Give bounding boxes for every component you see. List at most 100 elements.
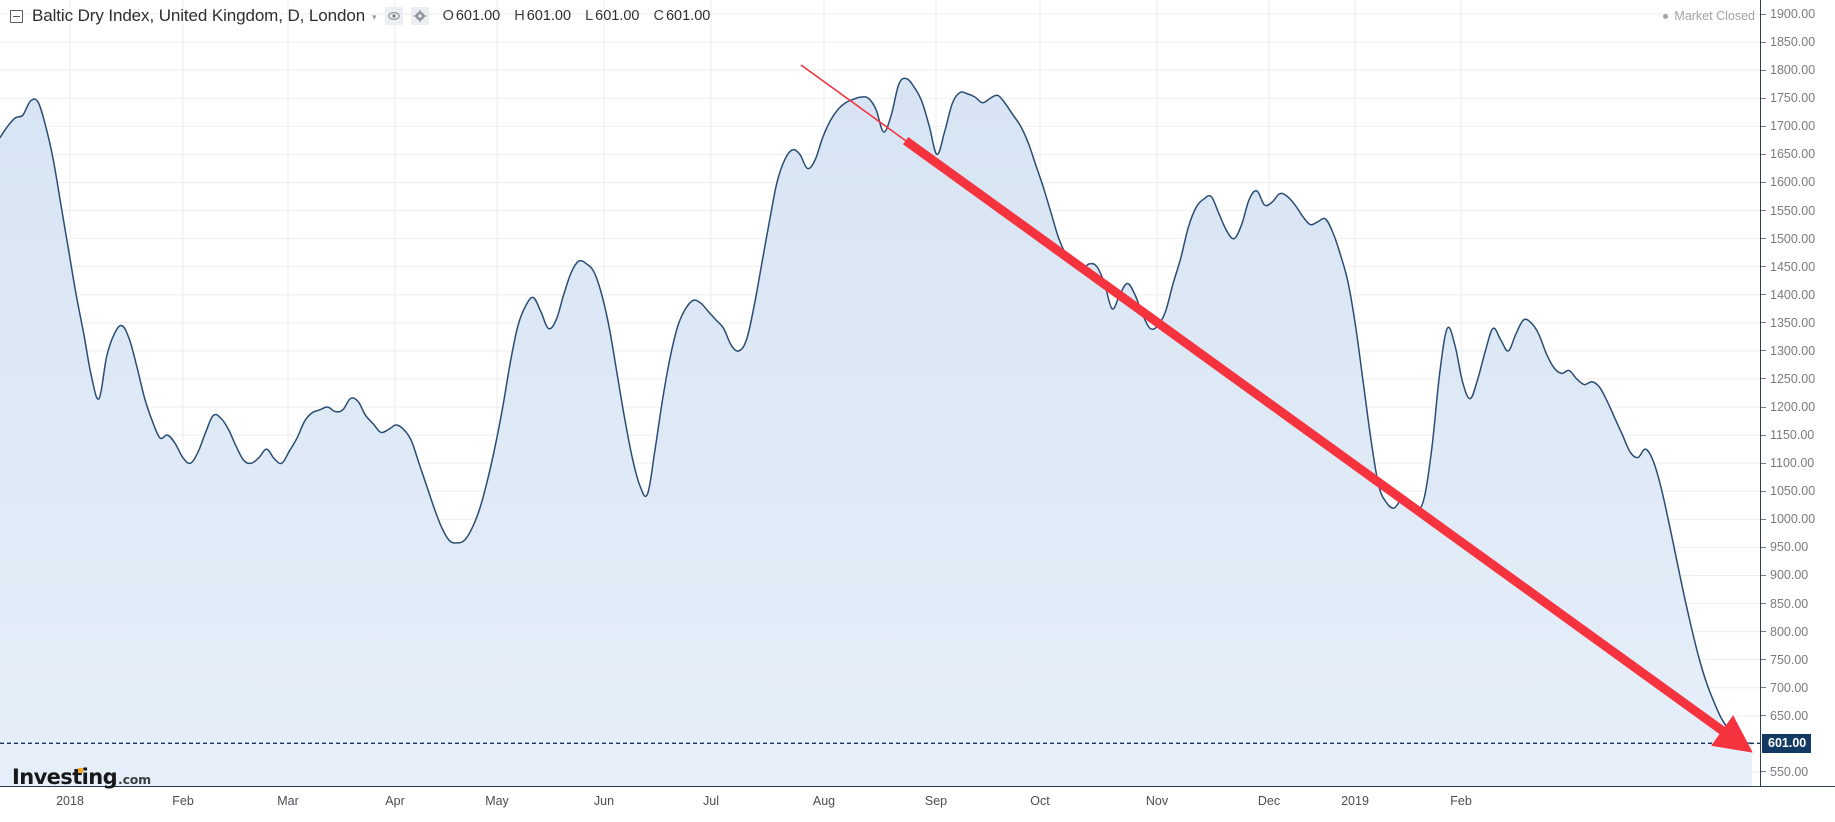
trendline-thin-segment [800,64,907,142]
price-axis-tick-label: 650.00 [1770,708,1809,723]
tick-dash [1761,125,1766,127]
ohlc-value: 601.00 [526,8,572,24]
ohlc-label: O [442,8,454,24]
ohlc-label: C [653,8,664,24]
price-axis-tick-label: 1200.00 [1770,400,1816,415]
time-axis-tick-label: Jun [593,794,615,808]
price-axis-tick: 1400.00 [1761,288,1815,302]
tick-dash [1761,181,1766,183]
tick-dash [1761,378,1766,380]
time-axis-tick-label: Feb [1450,794,1472,808]
price-axis-tick-label: 850.00 [1770,596,1809,611]
price-axis-tick-label: 1450.00 [1770,259,1816,274]
tick-dash [1761,518,1766,520]
tick-dash [1761,238,1766,240]
tick-dash [1761,266,1766,268]
tick-dash [1761,462,1766,464]
tick-dash [1761,687,1766,689]
time-axis-tick-label: 2018 [56,794,84,808]
price-axis-tick: 800.00 [1761,625,1808,639]
price-axis-tick: 1700.00 [1761,119,1815,133]
collapse-icon[interactable] [10,9,23,23]
price-axis-tick-label: 1600.00 [1770,175,1816,190]
price-axis-tick: 1900.00 [1761,7,1815,21]
price-axis-tick-label: 1000.00 [1770,512,1816,527]
price-axis-tick: 550.00 [1761,765,1808,779]
price-axis-tick: 1200.00 [1761,400,1815,414]
ohlc-l: L 601.00 [585,8,639,24]
ohlc-value: 601.00 [665,8,711,24]
tick-dash [1761,69,1766,71]
tick-dash [1761,490,1766,492]
ohlc-h: H 601.00 [514,8,571,24]
current-price-badge[interactable]: 601.00 [1762,733,1812,753]
chart-header: Baltic Dry Index, United Kingdom, D, Lon… [0,0,1835,32]
chevron-down-icon[interactable]: ▾ [372,11,377,22]
price-axis-tick-label: 1900.00 [1770,7,1816,22]
tick-dash [1761,434,1766,436]
symbol-title: Baltic Dry Index, United Kingdom, D, Lon… [32,6,366,25]
price-chart-svg [0,0,1760,786]
ohlc-c: C 601.00 [654,8,711,24]
tick-dash [1761,350,1766,352]
price-axis-tick: 1600.00 [1761,175,1815,189]
price-axis-tick: 650.00 [1761,709,1808,723]
price-axis-tick-label: 1250.00 [1770,371,1816,386]
price-axis-tick: 1750.00 [1761,91,1815,105]
ohlc-label: L [585,8,594,24]
price-axis-tick-label: 1100.00 [1770,456,1815,471]
time-axis-tick-label: Oct [1030,794,1050,808]
ohlc-value: 601.00 [455,8,501,24]
price-axis-tick: 750.00 [1761,653,1808,667]
ohlc-label: H [514,8,525,24]
price-axis-tick: 900.00 [1761,568,1808,582]
investing-com-logo: Investing .com [12,767,151,788]
price-axis-tick-label: 750.00 [1770,652,1809,667]
price-axis-tick: 1500.00 [1761,232,1815,246]
tick-dash [1761,631,1766,633]
tick-dash [1761,13,1766,15]
price-axis-tick-label: 1500.00 [1770,231,1816,246]
price-axis-tick-label: 1550.00 [1770,203,1816,218]
time-axis-tick-label: Sep [924,794,948,808]
logo-suffix: .com [118,772,151,787]
price-line [0,77,1753,745]
price-axis-tick-label: 700.00 [1770,680,1809,695]
tick-dash [1761,294,1766,296]
time-axis-tick-label: Nov [1145,794,1169,808]
chart-plot-area[interactable] [0,0,1760,786]
price-axis-tick: 700.00 [1761,681,1808,695]
tick-dash [1761,659,1766,661]
time-axis[interactable]: 2018 Feb Mar Apr May Jun Jul Aug Sep Oct Nov Dec 201… [0,786,1835,822]
tick-dash [1761,41,1766,43]
price-axis-tick: 1800.00 [1761,63,1815,77]
downtrend-arrow[interactable] [902,136,1753,753]
ohlc-values: O 601.00 H 601.00 L 601.00 C 601.00 [443,8,725,24]
price-axis-tick-label: 1350.00 [1770,315,1816,330]
time-axis-tick-label: Apr [385,794,405,808]
price-axis-tick-label: 1650.00 [1770,147,1816,162]
price-axis[interactable]: 1900.00 1850.00 1800.00 1750.00 1700.00 1650.… [1760,0,1835,786]
price-axis-tick: 1100.00 [1761,456,1814,470]
time-axis-tick-label: Dec [1257,794,1281,808]
price-axis-tick-label: 1750.00 [1770,91,1816,106]
price-axis-tick: 1150.00 [1761,428,1814,442]
eye-icon[interactable] [384,7,403,25]
logo-wordmark: Investing [12,765,118,789]
gear-icon[interactable] [410,7,429,25]
price-axis-tick-label: 950.00 [1770,540,1809,555]
tick-dash [1761,210,1766,212]
price-axis-tick: 850.00 [1761,597,1808,611]
time-axis-tick-label: May [485,794,509,808]
price-axis-tick-label: 1300.00 [1770,343,1816,358]
tick-dash [1761,153,1766,155]
price-axis-tick-label: 1150.00 [1770,428,1815,443]
price-axis-tick: 1250.00 [1761,372,1815,386]
price-axis-tick: 950.00 [1761,540,1808,554]
price-axis-tick: 1850.00 [1761,35,1815,49]
time-axis-tick-label: Mar [277,794,299,808]
price-axis-tick-label: 1800.00 [1770,63,1816,78]
time-axis-tick-label: 2019 [1341,794,1369,808]
ohlc-o: O 601.00 [443,8,501,24]
